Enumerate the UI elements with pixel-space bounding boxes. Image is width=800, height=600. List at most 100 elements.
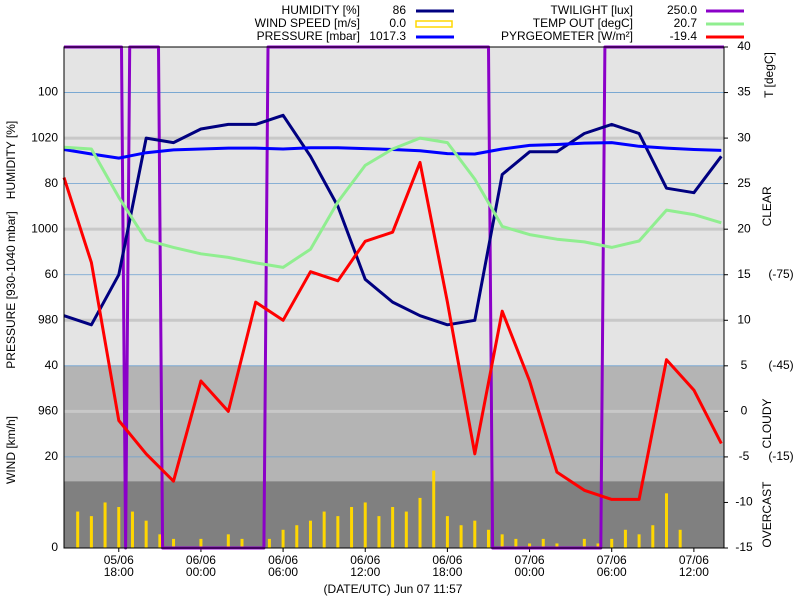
y-tick-label: 60 [45,267,59,281]
wind-bar [391,507,395,548]
pressure-tick-label: 1000 [31,221,58,235]
legend-label: TWILIGHT [lux] [551,3,633,17]
wind-bar [89,516,93,548]
y2-tick-label: 15 [737,267,751,281]
wind-bar [528,543,532,548]
wind-bar [678,529,682,548]
wind-bar [226,534,230,548]
x-tick-label: 18:00 [104,565,134,579]
legend-value: 1017.3 [369,29,406,43]
x-tick-date: 07/06 [597,553,627,567]
wind-bar [267,538,271,548]
wind-bar [432,470,436,548]
wind-bar [350,507,354,548]
legend-label: PRESSURE [mbar] [257,29,360,43]
y2-tick-label: 20 [737,221,751,235]
wind-bar [130,511,134,548]
y-tick-label: 100 [38,85,58,99]
wind-bar [117,507,121,548]
wind-bar [281,529,285,548]
wind-bar [445,516,449,548]
legend-key [415,20,453,28]
y-tick-label: 20 [45,449,59,463]
wind-bar [363,502,367,548]
x-tick-label: 12:00 [350,565,380,579]
x-tick-label: 06:00 [597,565,627,579]
band-label: OVERCAST [760,481,774,548]
wind-bar [637,534,641,548]
x-tick-label: 18:00 [432,565,462,579]
legend-value: -19.4 [670,29,698,43]
wind-bar [596,543,600,548]
legend-value: 20.7 [674,16,698,30]
legend-label: WIND SPEED [m/s] [255,16,360,30]
legend-value: 0.0 [389,16,406,30]
x-tick-date: 06/06 [350,553,380,567]
sky-band [64,365,724,482]
y3-tick-label: (-45) [768,358,793,372]
x-tick-date: 07/06 [515,553,545,567]
wind-bar [404,511,408,548]
y3-tick-label: (-75) [768,267,793,281]
wind-bar [541,538,545,548]
x-tick-date: 06/06 [186,553,216,567]
wind-bar [473,520,477,548]
wind-bar [610,538,614,548]
series-line [62,160,723,501]
legend-label: TEMP OUT [degC] [533,16,633,30]
y-tick-label: 0 [51,540,58,554]
y2-tick-label: 10 [737,312,751,326]
y-tick-label: 40 [45,358,59,372]
legend-value: 86 [393,3,407,17]
legend-value: 250.0 [667,3,697,17]
wind-bar [651,525,655,548]
wind-bar [418,497,422,548]
wind-bar [486,529,490,548]
y3-tick-label: (-15) [768,449,793,463]
wind-bar [336,516,340,548]
wind-bar [555,543,559,548]
x-tick-date: 06/06 [432,553,462,567]
y2-tick-label: -15 [735,540,753,554]
wind-bar [172,538,176,548]
x-tick-label: 00:00 [515,565,545,579]
y2-axis-label: T [degC] [762,52,776,98]
y-axis-label: HUMIDITY [%] [4,121,18,199]
series-line [63,113,723,327]
wind-bar [377,516,381,548]
wind-bar [103,502,107,548]
pressure-tick-label: 1020 [31,130,58,144]
x-tick-date: 07/06 [679,553,709,567]
series-line [63,136,722,269]
x-tick-label: 00:00 [186,565,216,579]
wind-bar [199,538,203,548]
y2-tick-label: 35 [737,85,751,99]
wind-bar [158,534,162,548]
y2-tick-label: 40 [737,39,751,53]
y2-tick-label: 30 [737,130,751,144]
wind-bar [582,538,586,548]
wind-bar [144,520,148,548]
band-label: CLEAR [760,186,774,226]
wind-bar [664,493,668,548]
y2-tick-label: 5 [741,358,748,372]
y-axis-label: PRESSURE [930-1040 mbar] [4,211,18,368]
y-axis-label: WIND [km/h] [4,416,18,484]
x-axis-label: (DATE/UTC) Jun 07 11:57 [324,582,463,596]
wind-bar [240,538,244,548]
wind-bar [76,511,80,548]
sky-band [64,47,724,366]
x-tick-label: 12:00 [679,565,709,579]
wind-bar [514,538,518,548]
y2-tick-label: -5 [739,449,750,463]
y2-tick-label: -10 [735,495,753,509]
legend-label: HUMIDITY [%] [282,3,360,17]
wind-bar [459,525,463,548]
wind-bar [623,529,627,548]
band-label: CLOUDY [760,399,774,449]
legend-label: PYRGEOMETER [W/m²] [501,29,633,43]
pressure-tick-label: 980 [38,312,58,326]
pressure-tick-label: 960 [38,404,58,418]
plot-frame [63,46,725,549]
